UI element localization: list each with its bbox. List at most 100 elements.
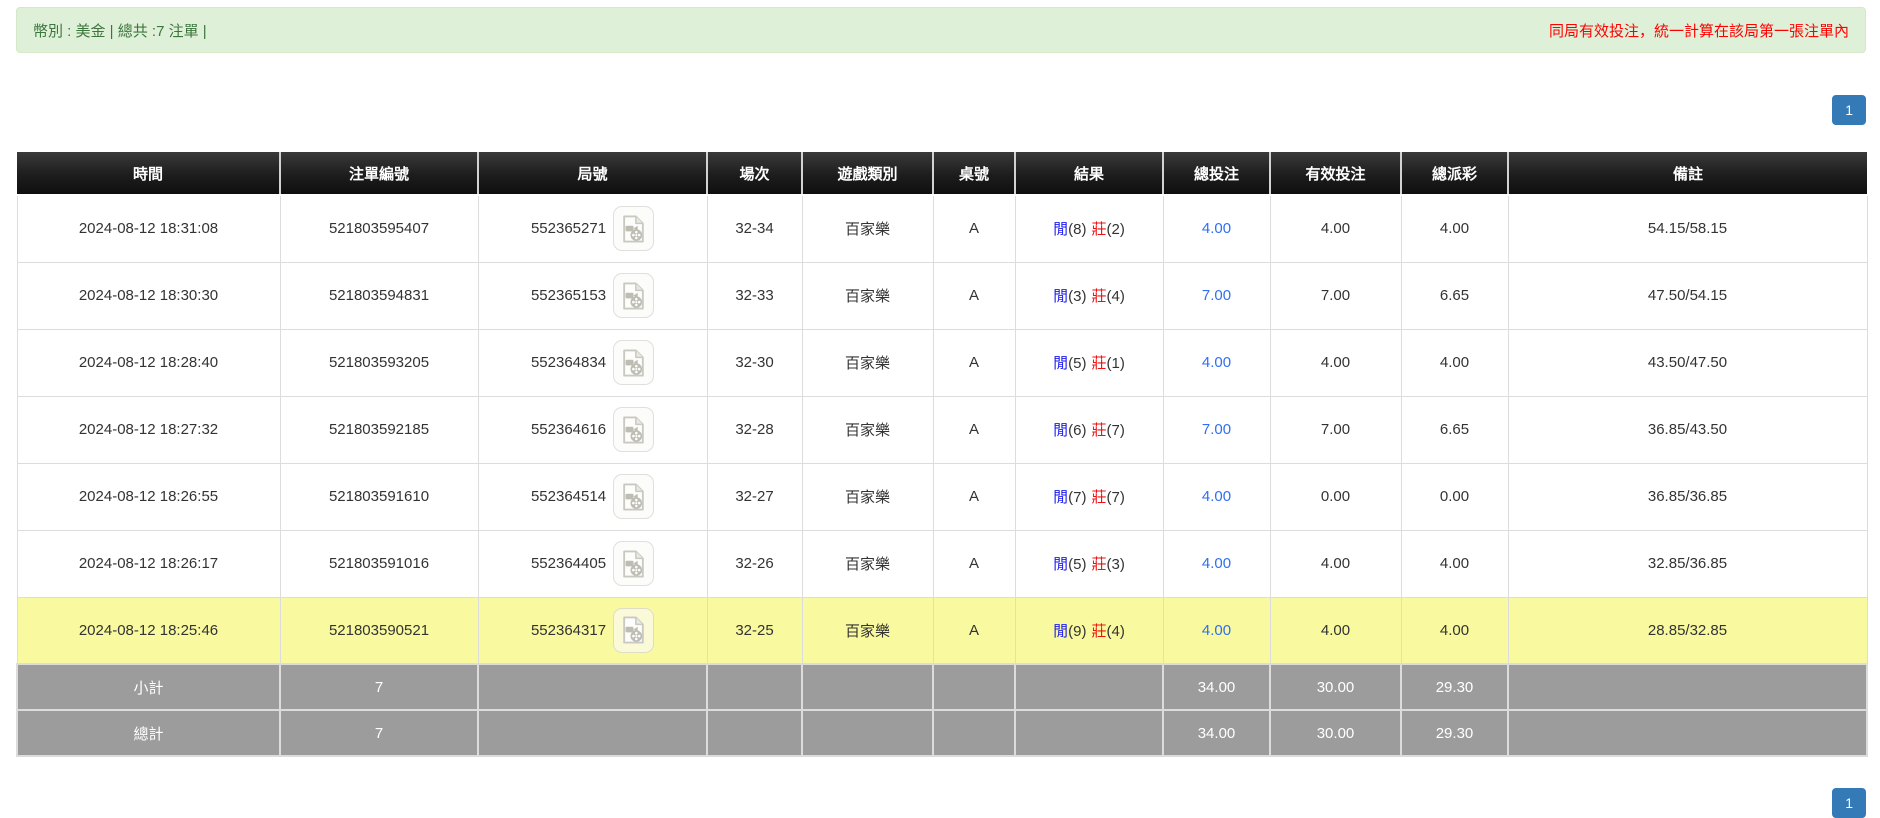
result-banker-points: (4) [1106, 622, 1125, 640]
page-1-button[interactable]: 1 [1832, 95, 1866, 125]
remark-cell: 47.50/54.15 [1507, 261, 1868, 330]
round-no-cell: 552364834 [477, 328, 708, 397]
total-bet-cell: 4.00 [1162, 462, 1271, 531]
subtotal-valid-bet: 30.00 [1269, 663, 1402, 711]
video-replay-button[interactable] [613, 607, 655, 653]
valid-bet-cell: 0.00 [1269, 462, 1402, 531]
remark-cell: 43.50/47.50 [1507, 328, 1868, 397]
total-bet-cell: 7.00 [1162, 395, 1271, 464]
table-no-cell: A [932, 529, 1016, 598]
total-bet-cell: 4.00 [1162, 529, 1271, 598]
round-no-text: 552364834 [530, 354, 607, 371]
payout-cell: 4.00 [1400, 529, 1509, 598]
video-replay-button[interactable] [613, 340, 655, 385]
result-cell: 閒(3) 莊(4) [1014, 261, 1164, 330]
game-type-cell: 百家樂 [801, 395, 934, 464]
subtotal-payout: 29.30 [1400, 663, 1509, 711]
col-header-round-no: 局號 [477, 152, 708, 196]
time-cell: 2024-08-12 18:31:08 [16, 194, 281, 263]
valid-bet-notice-text: 同局有效投注，統一計算在該局第一張注單內 [1548, 22, 1849, 40]
bet-no-cell: 521803590521 [279, 596, 479, 665]
col-header-game-type: 遊戲類別 [801, 152, 934, 196]
result-player-label: 閒 [1053, 355, 1069, 372]
total-label: 總計 [16, 709, 281, 757]
round-no-text: 552364317 [530, 621, 607, 639]
result-player-points: (7) [1068, 489, 1087, 506]
col-header-table-no: 桌號 [932, 152, 1016, 196]
video-replay-button[interactable] [613, 206, 655, 252]
result-player-label: 閒 [1053, 489, 1069, 506]
result-player-points: (5) [1068, 355, 1087, 372]
result-player-label: 閒 [1053, 622, 1069, 640]
video-record-icon [623, 482, 644, 511]
total-bet-link[interactable]: 4.00 [1201, 354, 1232, 371]
game-type-cell: 百家樂 [801, 328, 934, 397]
result-player-points: (5) [1068, 556, 1087, 573]
subtotal-count: 7 [279, 663, 479, 711]
total-empty-cell [932, 709, 1016, 757]
bet-no-cell: 521803593205 [279, 328, 479, 397]
bet-records-table-container: 時間 注單編號 局號 場次 遊戲類別 桌號 結果 總投注 有效投注 總派彩 備註… [16, 152, 1868, 757]
total-empty-cell [477, 709, 708, 757]
total-payout: 29.30 [1400, 709, 1509, 757]
valid-bet-cell: 7.00 [1269, 395, 1402, 464]
time-cell: 2024-08-12 18:27:32 [16, 395, 281, 464]
video-replay-button[interactable] [613, 273, 655, 318]
remark-cell: 28.85/32.85 [1507, 596, 1868, 665]
round-no-cell: 552365153 [477, 261, 708, 330]
col-header-valid-bet: 有效投注 [1269, 152, 1402, 196]
total-bet-link[interactable]: 7.00 [1201, 421, 1232, 438]
header-row: 時間 注單編號 局號 場次 遊戲類別 桌號 結果 總投注 有效投注 總派彩 備註 [17, 152, 1867, 196]
total-bet-cell: 7.00 [1162, 261, 1271, 330]
bet-records-table: 時間 注單編號 局號 場次 遊戲類別 桌號 結果 總投注 有效投注 總派彩 備註… [16, 152, 1868, 757]
payout-cell: 6.65 [1400, 261, 1509, 330]
result-cell: 閒(9) 莊(4) [1014, 596, 1164, 665]
pagination-top: 1 [1832, 95, 1866, 125]
video-replay-button[interactable] [613, 474, 655, 519]
subtotal-row: 小計 7 34.00 30.00 29.30 [16, 663, 1868, 711]
total-bet-link[interactable]: 4.00 [1201, 220, 1232, 238]
time-cell: 2024-08-12 18:30:30 [16, 261, 281, 330]
currency-total-text: 幣別 : 美金 | 總共 :7 注單 | [33, 22, 207, 40]
payout-cell: 6.65 [1400, 395, 1509, 464]
table-no-cell: A [932, 261, 1016, 330]
subtotal-label: 小計 [16, 663, 281, 711]
result-banker-label: 莊 [1091, 422, 1107, 439]
col-header-remark: 備註 [1507, 152, 1867, 196]
game-type-cell: 百家樂 [801, 261, 934, 330]
total-bet-link[interactable]: 4.00 [1201, 555, 1232, 572]
valid-bet-cell: 7.00 [1269, 261, 1402, 330]
subtotal-total-bet: 34.00 [1162, 663, 1271, 711]
session-cell: 32-34 [706, 194, 803, 263]
bet-record-row: 2024-08-12 18:28:40 521803593205 5523648… [16, 328, 1868, 397]
result-banker-points: (4) [1106, 288, 1125, 305]
round-no-text: 552364514 [530, 488, 607, 505]
game-type-cell: 百家樂 [801, 462, 934, 531]
result-banker-points: (7) [1106, 489, 1125, 506]
payout-cell: 4.00 [1400, 194, 1509, 263]
bet-record-row: 2024-08-12 18:26:55 521803591610 5523645… [16, 462, 1868, 531]
session-cell: 32-26 [706, 529, 803, 598]
subtotal-empty-cell [801, 663, 934, 711]
bet-record-row: 2024-08-12 18:27:32 521803592185 5523646… [16, 395, 1868, 464]
result-banker-label: 莊 [1091, 288, 1107, 305]
total-bet-link[interactable]: 4.00 [1201, 621, 1232, 639]
total-bet-link[interactable]: 4.00 [1201, 488, 1232, 505]
page-1-button-bottom[interactable]: 1 [1832, 788, 1866, 818]
result-cell: 閒(5) 莊(1) [1014, 328, 1164, 397]
total-empty-cell [1014, 709, 1164, 757]
bet-rows: 2024-08-12 18:31:08 521803595407 5523652… [16, 194, 1868, 665]
payout-cell: 0.00 [1400, 462, 1509, 531]
subtotal-empty-cell [477, 663, 708, 711]
total-empty-cell [1507, 709, 1868, 757]
video-replay-button[interactable] [613, 541, 655, 586]
video-replay-button[interactable] [613, 407, 655, 452]
result-player-points: (3) [1068, 288, 1087, 305]
round-no-text: 552365153 [530, 287, 607, 304]
currency-summary-banner: 幣別 : 美金 | 總共 :7 注單 | 同局有效投注，統一計算在該局第一張注單… [16, 7, 1866, 53]
bet-record-row: 2024-08-12 18:30:30 521803594831 5523651… [16, 261, 1868, 330]
col-header-bet-no: 注單編號 [279, 152, 479, 196]
total-bet-link[interactable]: 7.00 [1201, 287, 1232, 304]
payout-cell: 4.00 [1400, 596, 1509, 665]
round-no-text: 552365271 [530, 220, 607, 238]
